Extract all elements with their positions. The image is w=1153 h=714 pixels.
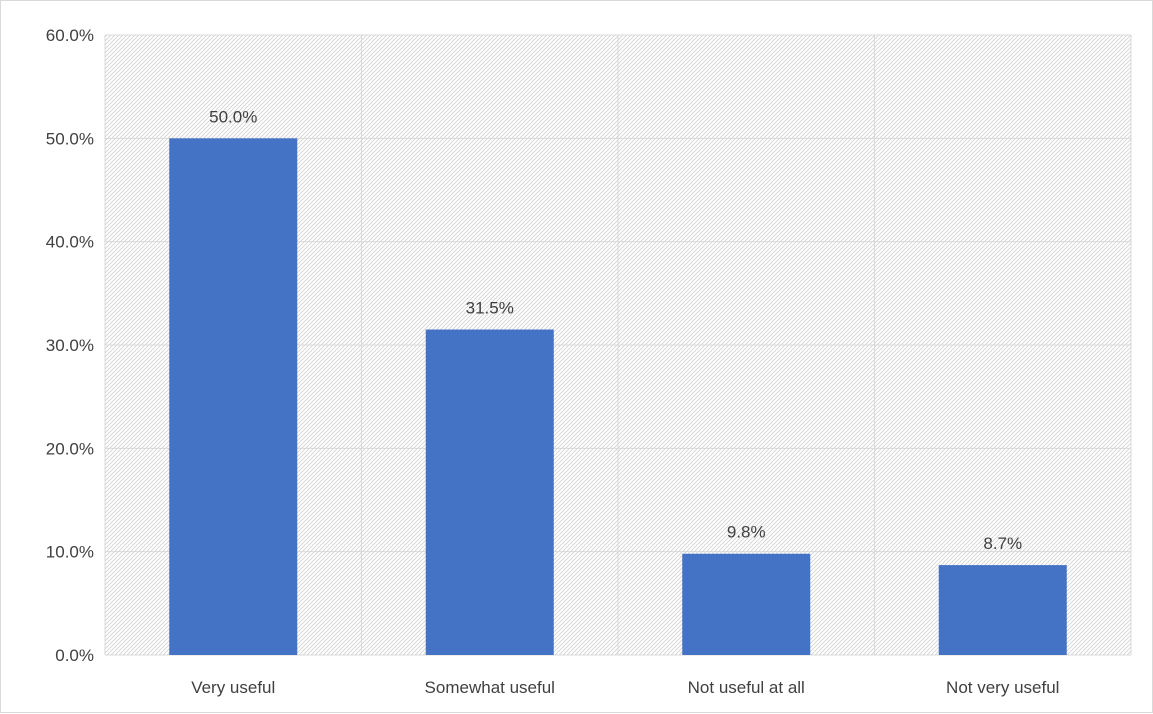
x-tick-label: Somewhat useful bbox=[425, 678, 555, 697]
y-tick-label: 50.0% bbox=[46, 129, 94, 148]
y-tick-label: 20.0% bbox=[46, 439, 94, 458]
x-tick-label: Not very useful bbox=[946, 678, 1059, 697]
data-label: 9.8% bbox=[727, 523, 766, 542]
data-label: 8.7% bbox=[983, 534, 1022, 553]
data-label: 50.0% bbox=[209, 107, 257, 126]
data-labels: 50.0% 31.5% 9.8% 8.7% bbox=[209, 107, 1022, 553]
y-tick-label: 60.0% bbox=[46, 26, 94, 45]
bar bbox=[682, 553, 811, 655]
y-tick-label: 30.0% bbox=[46, 336, 94, 355]
bars bbox=[169, 138, 1067, 656]
y-tick-label: 0.0% bbox=[55, 646, 94, 665]
bar bbox=[425, 329, 554, 655]
x-axis-ticks: Very useful Somewhat useful Not useful at … bbox=[191, 678, 1059, 697]
x-tick-label: Not useful at all bbox=[688, 678, 805, 697]
y-axis-ticks: 0.0% 10.0% 20.0% 30.0% 40.0% 50.0% 60.0% bbox=[46, 26, 94, 665]
x-tick-label: Very useful bbox=[191, 678, 275, 697]
bar bbox=[169, 138, 298, 656]
data-label: 31.5% bbox=[466, 299, 514, 318]
y-tick-label: 10.0% bbox=[46, 543, 94, 562]
y-tick-label: 40.0% bbox=[46, 233, 94, 252]
bar bbox=[938, 565, 1067, 655]
